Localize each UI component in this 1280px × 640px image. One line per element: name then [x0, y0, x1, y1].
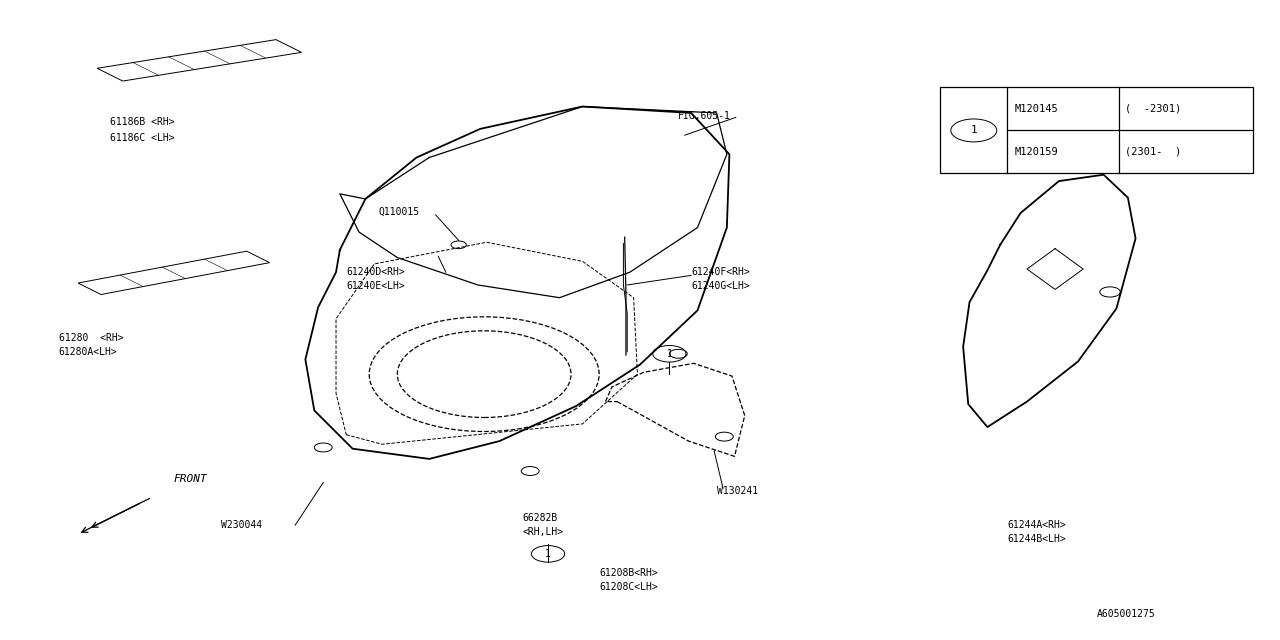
Text: 61280A<LH>: 61280A<LH> [59, 347, 118, 357]
Text: 61208C<LH>: 61208C<LH> [599, 582, 658, 592]
Text: <RH,LH>: <RH,LH> [522, 527, 563, 536]
Text: M120145: M120145 [1015, 104, 1059, 114]
Text: FRONT: FRONT [174, 474, 207, 484]
Text: 61186C <LH>: 61186C <LH> [110, 133, 174, 143]
Text: (  -2301): ( -2301) [1125, 104, 1181, 114]
Text: M120159: M120159 [1015, 147, 1059, 157]
Text: 61240D<RH>: 61240D<RH> [346, 268, 404, 277]
Text: 61280  <RH>: 61280 <RH> [59, 333, 123, 343]
Text: 1: 1 [970, 125, 977, 136]
Text: A605001275: A605001275 [1097, 609, 1156, 620]
Text: (2301-  ): (2301- ) [1125, 147, 1181, 157]
Text: 61240E<LH>: 61240E<LH> [346, 281, 404, 291]
Bar [940, 88, 1253, 173]
Text: 61186B <RH>: 61186B <RH> [110, 118, 174, 127]
Text: Q110015: Q110015 [378, 207, 420, 217]
Text: 61244A<RH>: 61244A<RH> [1007, 520, 1066, 530]
Text: W230044: W230044 [221, 520, 262, 530]
Text: 61240G<LH>: 61240G<LH> [691, 281, 750, 291]
Text: 61240F<RH>: 61240F<RH> [691, 268, 750, 277]
Text: 1: 1 [667, 349, 672, 359]
Text: FIG.605-1: FIG.605-1 [678, 111, 731, 121]
Text: 61208B<RH>: 61208B<RH> [599, 568, 658, 578]
Text: W130241: W130241 [717, 486, 758, 496]
Text: 66282B: 66282B [522, 513, 558, 522]
Text: 61244B<LH>: 61244B<LH> [1007, 534, 1066, 544]
Text: 1: 1 [545, 549, 550, 559]
